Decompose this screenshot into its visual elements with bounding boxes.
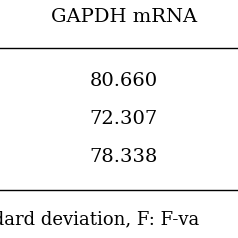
Text: 72.307: 72.307: [90, 110, 158, 128]
Text: 78.338: 78.338: [89, 148, 158, 166]
Text: 80.660: 80.660: [90, 72, 158, 90]
Text: ndard deviation, F: F-va: ndard deviation, F: F-va: [0, 210, 199, 228]
Text: GAPDH mRNA: GAPDH mRNA: [51, 8, 197, 26]
